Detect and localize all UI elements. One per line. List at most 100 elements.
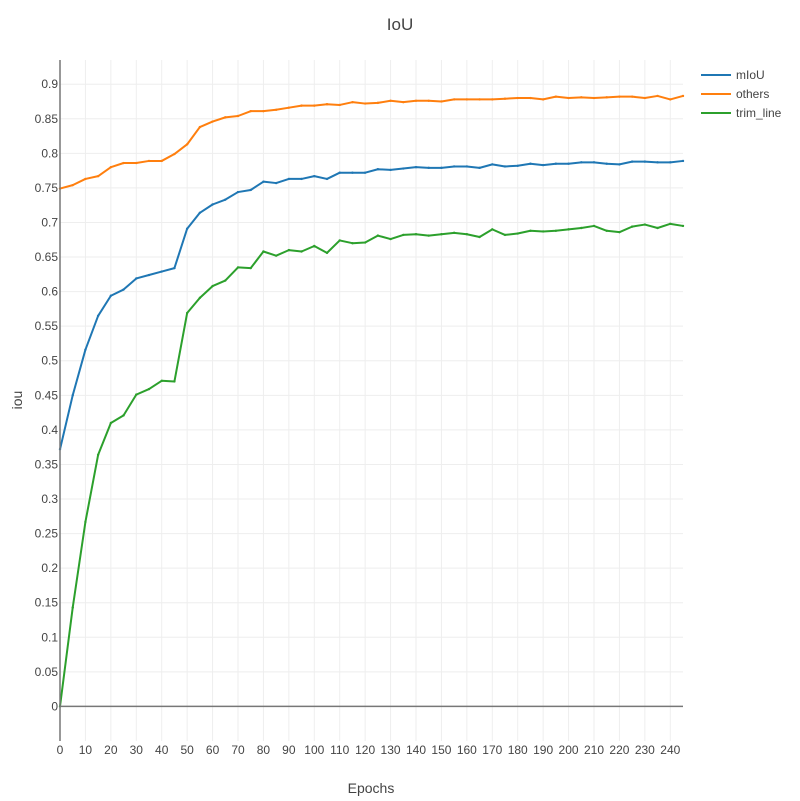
series-line-trim-line[interactable] bbox=[59, 222, 684, 708]
data-point[interactable] bbox=[249, 109, 252, 113]
data-point[interactable] bbox=[618, 95, 621, 98]
data-point[interactable] bbox=[503, 233, 507, 237]
data-point[interactable] bbox=[147, 387, 151, 391]
data-point[interactable] bbox=[427, 166, 430, 170]
data-point[interactable] bbox=[630, 95, 634, 98]
data-point[interactable] bbox=[173, 266, 176, 270]
data-point[interactable] bbox=[262, 250, 265, 253]
data-point[interactable] bbox=[516, 164, 519, 167]
data-point[interactable] bbox=[516, 96, 519, 100]
data-point[interactable] bbox=[274, 108, 278, 111]
data-point[interactable] bbox=[516, 232, 519, 235]
data-point[interactable] bbox=[681, 224, 685, 228]
legend-item-trim-line[interactable]: trim_line bbox=[701, 106, 782, 120]
data-point[interactable] bbox=[402, 233, 405, 237]
data-point[interactable] bbox=[160, 379, 163, 382]
data-point[interactable] bbox=[262, 180, 265, 183]
data-point[interactable] bbox=[643, 223, 647, 226]
data-point[interactable] bbox=[287, 248, 291, 252]
data-point[interactable] bbox=[389, 99, 392, 102]
data-point[interactable] bbox=[529, 162, 532, 165]
data-point[interactable] bbox=[376, 168, 380, 171]
data-point[interactable] bbox=[389, 237, 392, 241]
data-point[interactable] bbox=[643, 96, 647, 100]
data-point[interactable] bbox=[351, 171, 354, 174]
data-point[interactable] bbox=[338, 171, 341, 174]
legend-item-others[interactable]: others bbox=[701, 87, 769, 101]
data-point[interactable] bbox=[96, 453, 100, 456]
data-point[interactable] bbox=[440, 166, 443, 170]
data-point[interactable] bbox=[122, 288, 125, 291]
data-point[interactable] bbox=[363, 171, 367, 174]
data-point[interactable] bbox=[313, 244, 316, 248]
data-point[interactable] bbox=[580, 226, 583, 230]
data-point[interactable] bbox=[567, 228, 570, 231]
series-line-mIoU[interactable] bbox=[59, 159, 684, 451]
data-point[interactable] bbox=[185, 227, 189, 230]
data-point[interactable] bbox=[630, 225, 634, 228]
data-point[interactable] bbox=[669, 161, 672, 164]
data-point[interactable] bbox=[274, 181, 278, 185]
data-point[interactable] bbox=[605, 96, 608, 99]
legend[interactable]: mIoU others trim_line bbox=[701, 68, 782, 120]
data-point[interactable] bbox=[618, 163, 621, 166]
data-point[interactable] bbox=[363, 241, 367, 244]
data-point[interactable] bbox=[478, 235, 481, 239]
data-point[interactable] bbox=[580, 96, 583, 99]
data-point[interactable] bbox=[224, 279, 227, 282]
data-point[interactable] bbox=[491, 98, 494, 101]
legend-item-mIoU[interactable]: mIoU bbox=[701, 68, 765, 82]
data-point[interactable] bbox=[465, 98, 469, 101]
data-point[interactable] bbox=[198, 125, 202, 129]
data-point[interactable] bbox=[224, 198, 227, 201]
data-point[interactable] bbox=[262, 109, 265, 113]
data-point[interactable] bbox=[465, 233, 469, 236]
data-point[interactable] bbox=[122, 414, 125, 417]
data-point[interactable] bbox=[325, 103, 329, 106]
data-point[interactable] bbox=[491, 228, 494, 231]
data-point[interactable] bbox=[592, 161, 596, 164]
data-point[interactable] bbox=[529, 96, 532, 100]
data-point[interactable] bbox=[541, 230, 545, 233]
data-point[interactable] bbox=[656, 226, 659, 230]
series-line-others[interactable] bbox=[59, 94, 684, 190]
data-point[interactable] bbox=[491, 163, 494, 166]
data-point[interactable] bbox=[503, 165, 507, 168]
data-point[interactable] bbox=[224, 116, 227, 119]
data-point[interactable] bbox=[618, 230, 621, 234]
data-point[interactable] bbox=[656, 161, 659, 164]
data-point[interactable] bbox=[236, 114, 240, 118]
data-point[interactable] bbox=[211, 120, 214, 123]
data-point[interactable] bbox=[135, 277, 138, 280]
data-point[interactable] bbox=[71, 394, 74, 397]
data-point[interactable] bbox=[338, 103, 341, 107]
data-point[interactable] bbox=[592, 96, 596, 100]
data-point[interactable] bbox=[351, 242, 354, 245]
data-point[interactable] bbox=[541, 163, 545, 167]
data-point[interactable] bbox=[135, 161, 138, 165]
data-point[interactable] bbox=[376, 234, 380, 237]
data-point[interactable] bbox=[402, 167, 405, 170]
data-point[interactable] bbox=[160, 159, 163, 163]
data-point[interactable] bbox=[452, 165, 456, 168]
data-point[interactable] bbox=[402, 100, 405, 104]
data-point[interactable] bbox=[503, 97, 507, 100]
data-point[interactable] bbox=[84, 177, 87, 181]
data-point[interactable] bbox=[198, 211, 202, 214]
data-point[interactable] bbox=[84, 348, 87, 351]
data-point[interactable] bbox=[452, 231, 456, 235]
data-point[interactable] bbox=[249, 188, 252, 192]
data-point[interactable] bbox=[554, 95, 558, 98]
data-point[interactable] bbox=[427, 234, 430, 237]
data-point[interactable] bbox=[338, 239, 341, 242]
data-point[interactable] bbox=[465, 165, 469, 168]
data-point[interactable] bbox=[554, 162, 558, 165]
data-point[interactable] bbox=[96, 174, 100, 178]
data-point[interactable] bbox=[414, 165, 418, 169]
data-point[interactable] bbox=[198, 296, 202, 300]
data-point[interactable] bbox=[236, 266, 240, 269]
data-point[interactable] bbox=[160, 270, 163, 273]
data-point[interactable] bbox=[147, 273, 151, 277]
data-point[interactable] bbox=[630, 160, 634, 163]
data-point[interactable] bbox=[122, 161, 125, 165]
